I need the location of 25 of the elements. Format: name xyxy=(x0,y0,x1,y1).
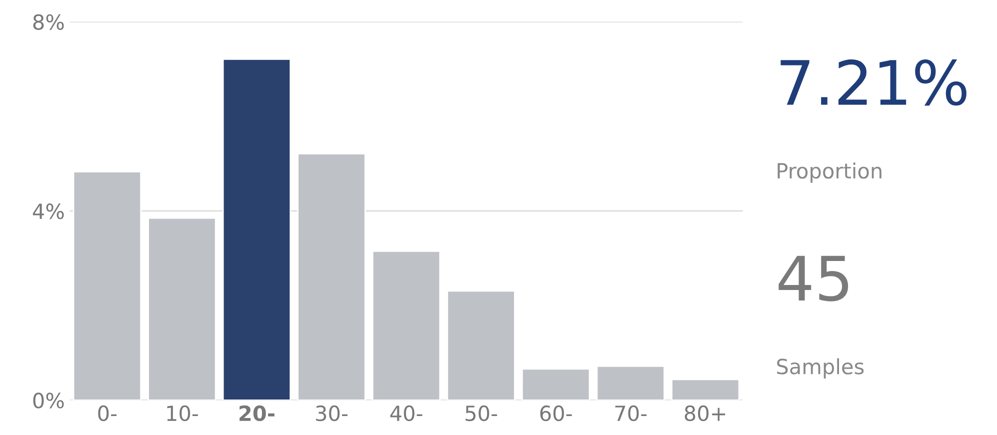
x-tick-label: 50- xyxy=(466,405,498,422)
x-tick-label: 30- xyxy=(316,405,348,422)
bar xyxy=(372,250,441,400)
bar xyxy=(297,153,366,400)
bar xyxy=(72,171,142,400)
x-tick-label: 40- xyxy=(390,405,422,422)
x-tick-label: 0- xyxy=(98,405,117,422)
x-tick-label: 20- xyxy=(240,405,274,422)
y-tick-label: 0% xyxy=(33,392,64,408)
bar xyxy=(446,290,516,400)
bar xyxy=(148,217,216,400)
x-tick-label: 60- xyxy=(540,405,572,422)
text: 7.21% xyxy=(780,59,966,106)
y-tick-label: 4% xyxy=(32,203,64,220)
bar xyxy=(671,378,740,400)
bar xyxy=(222,58,292,400)
text: Proportion xyxy=(778,162,882,183)
text: 45 xyxy=(778,256,848,302)
y-tick-label: 8% xyxy=(33,14,64,30)
bar xyxy=(596,365,665,400)
x-tick-label: 10- xyxy=(167,405,198,422)
bar xyxy=(521,368,590,400)
text: Samples xyxy=(777,358,864,378)
x-tick-label: 70- xyxy=(615,405,647,422)
x-tick-label: 80+ xyxy=(684,405,726,422)
